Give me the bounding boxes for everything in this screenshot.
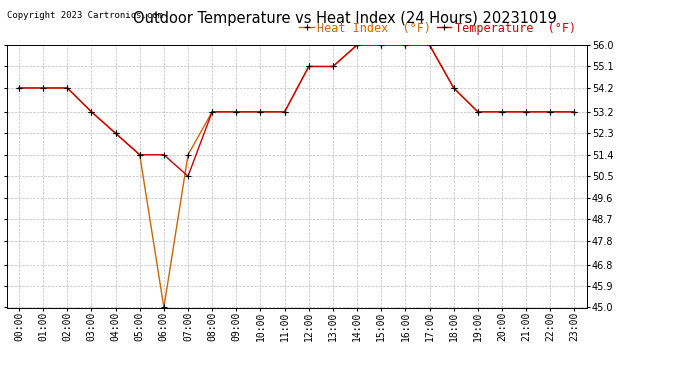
- Legend: Heat Index  (°F), Temperature  (°F): Heat Index (°F), Temperature (°F): [295, 17, 580, 39]
- Text: Outdoor Temperature vs Heat Index (24 Hours) 20231019: Outdoor Temperature vs Heat Index (24 Ho…: [133, 11, 557, 26]
- Text: Copyright 2023 Cartronics.com: Copyright 2023 Cartronics.com: [7, 11, 163, 20]
